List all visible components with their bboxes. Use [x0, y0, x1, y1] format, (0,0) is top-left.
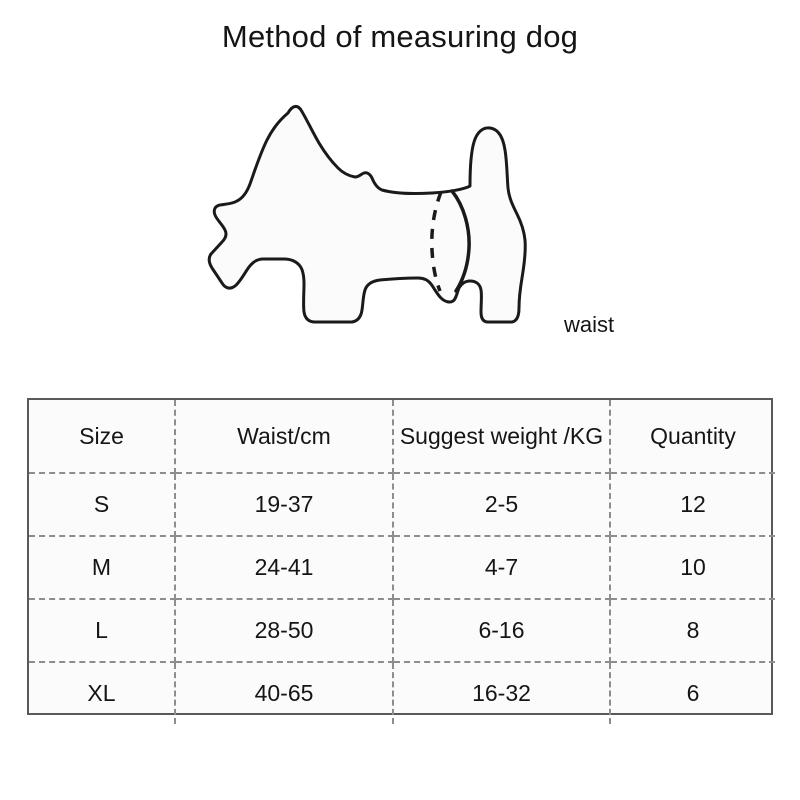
dog-silhouette-icon: [207, 104, 527, 324]
cell-quantity: 12: [610, 473, 775, 537]
column-header-quantity: Quantity: [610, 400, 775, 474]
cell-quantity: 8: [610, 599, 775, 663]
cell-waist: 24-41: [175, 536, 394, 600]
cell-weight: 4-7: [393, 536, 611, 600]
cell-waist: 19-37: [175, 473, 394, 537]
cell-size: L: [29, 599, 176, 663]
cell-size: M: [29, 536, 176, 600]
cell-waist: 40-65: [175, 662, 394, 724]
dog-measurement-illustration: waist: [200, 88, 614, 350]
column-header-weight: Suggest weight /KG: [393, 400, 611, 474]
size-chart-table: Size Waist/cm Suggest weight /KG Quantit…: [27, 398, 775, 724]
cell-size: S: [29, 473, 176, 537]
waist-label: waist: [564, 312, 615, 337]
cell-size: XL: [29, 662, 176, 724]
table-row: M 24-41 4-7 10: [29, 536, 775, 600]
column-header-waist: Waist/cm: [175, 400, 394, 474]
table-row: L 28-50 6-16 8: [29, 599, 775, 663]
table-row: S 19-37 2-5 12: [29, 473, 775, 537]
cell-weight: 16-32: [393, 662, 611, 724]
cell-weight: 2-5: [393, 473, 611, 537]
table-row: XL 40-65 16-32 6: [29, 662, 775, 724]
cell-weight: 6-16: [393, 599, 611, 663]
cell-quantity: 6: [686, 680, 700, 706]
cell-quantity: 10: [610, 536, 775, 600]
page-title: Method of measuring dog: [221, 19, 579, 54]
column-header-size: Size: [29, 400, 176, 474]
cell-waist: 28-50: [175, 599, 394, 663]
table-header-row: Size Waist/cm Suggest weight /KG Quantit…: [29, 400, 775, 474]
